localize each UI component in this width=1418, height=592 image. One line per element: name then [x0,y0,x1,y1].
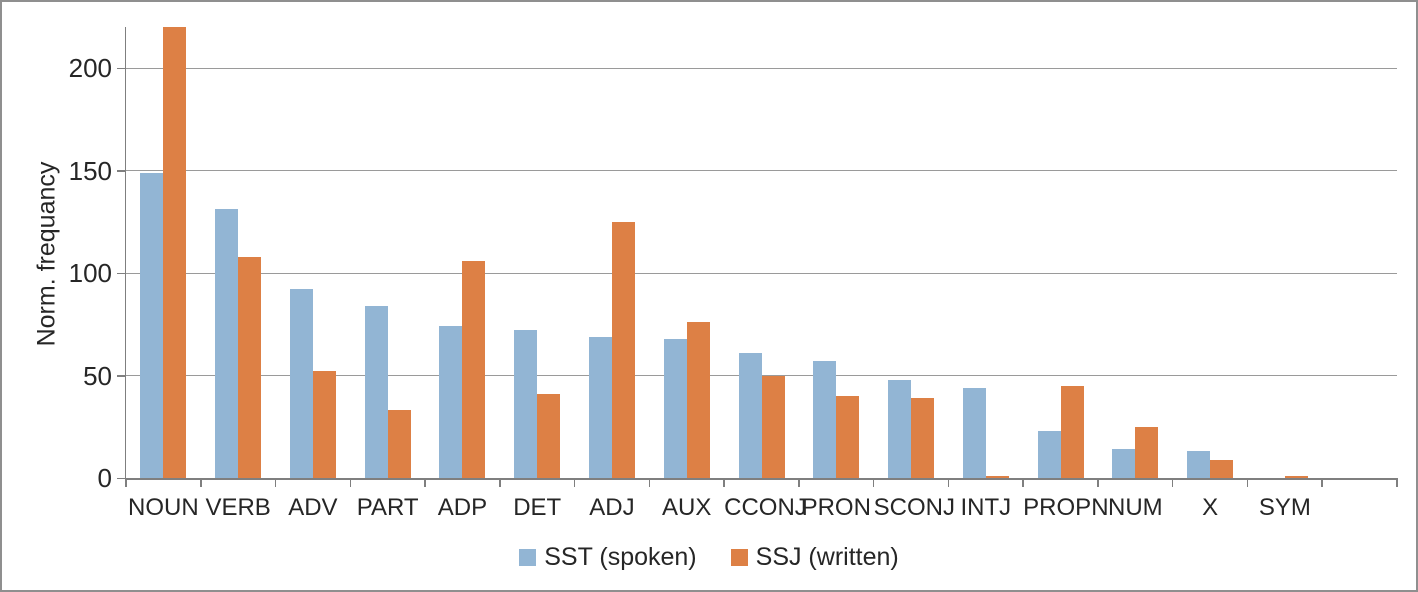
x-axis-tick [872,478,875,487]
bar-ssj-sconj [911,398,935,478]
bar-ssj-cconj [761,375,785,478]
bar-sst-propn [1037,430,1061,478]
category-label-cconj: CCONJ [724,494,807,521]
bar-ssj-part [387,410,411,478]
x-axis-tick [1022,478,1024,487]
category-label-x: X [1202,494,1219,521]
y-tick-label: 200 [68,53,112,83]
x-axis-tick [349,478,352,487]
category-label-sym: SYM [1258,494,1311,521]
gridline-200 [126,67,1397,69]
legend-swatch-icon [519,548,537,566]
x-axis-tick [648,478,651,487]
x-axis-line [126,478,1397,480]
bar-sst-adp [439,326,463,478]
x-axis-tick [499,478,501,487]
gridline-100 [126,272,1397,274]
bar-ssj-x [1210,459,1234,478]
category-label-part: PART [356,494,419,521]
bar-ssj-sym [1284,475,1308,478]
bar-ssj-adp [462,260,486,478]
bar-sst-x [1187,451,1211,478]
category-label-propn: PROPN [1023,494,1109,521]
bar-ssj-noun [163,27,187,478]
bar-sst-verb [215,209,239,478]
category-label-aux: AUX [662,494,712,521]
y-axis-tick [117,375,126,377]
bar-ssj-num [1135,426,1159,478]
bar-sst-intj [962,387,986,478]
category-label-sconj: SCONJ [873,494,955,521]
legend: SST (spoken) SSJ (written) [2,543,1416,571]
bar-sst-adv [289,289,313,478]
bar-sst-pron [813,361,837,478]
category-label-intj: INTJ [960,494,1012,521]
bar-sst-aux [663,338,687,478]
x-axis-tick [1321,478,1323,487]
x-axis-tick [1246,478,1249,487]
category-label-noun: NOUN [128,494,199,521]
bar-ssj-aux [686,322,710,478]
x-axis-tick [424,478,426,487]
x-axis-tick [200,478,202,487]
x-axis-tick [1396,478,1398,487]
bar-sst-sconj [888,379,912,478]
x-axis-tick [1097,478,1099,487]
gridline-150 [126,170,1397,171]
y-axis-tick [117,67,126,69]
bar-ssj-propn [1060,385,1084,478]
category-label-det: DET [513,494,562,521]
category-label-pron: PRON [801,494,871,521]
y-axis-tick [117,272,126,274]
bar-sst-cconj [738,352,762,478]
legend-item-sst: SST (spoken) [519,543,697,571]
bar-sst-noun [140,172,164,478]
bar-sst-adj [588,336,612,478]
category-label-num: NUM [1107,494,1163,521]
bar-ssj-adv [312,371,336,478]
bar-ssj-verb [238,256,262,478]
x-axis-tick [947,478,950,487]
legend-item-ssj: SSJ (written) [730,543,899,571]
bar-sst-num [1112,449,1136,478]
bar-ssj-det [537,393,561,478]
category-label-adp: ADP [437,494,488,521]
category-label-adv: ADV [288,494,338,521]
legend-label: SSJ (written) [755,543,899,571]
y-tick-label: 100 [68,258,112,288]
legend-label: SST (spoken) [544,543,697,571]
bar-ssj-pron [836,396,860,478]
bar-sst-part [364,305,388,478]
bar-ssj-adj [611,221,635,478]
x-axis-tick [723,478,725,487]
category-label-verb: VERB [205,494,271,521]
x-axis-tick [573,478,576,487]
x-axis-tick [798,478,800,487]
y-tick-label: 0 [97,463,112,493]
x-axis-tick [274,478,277,487]
bar-sst-det [514,330,538,478]
y-tick-label: 50 [83,360,112,391]
legend-swatch-icon [730,548,748,566]
bar-ssj-intj [985,475,1009,478]
category-label-adj: ADJ [589,494,635,521]
y-axis-tick [117,477,126,479]
y-tick-label: 150 [68,155,112,186]
x-axis-tick [1171,478,1174,487]
x-axis-tick [125,478,127,487]
y-axis-line [124,27,126,478]
y-axis-tick [117,170,126,172]
